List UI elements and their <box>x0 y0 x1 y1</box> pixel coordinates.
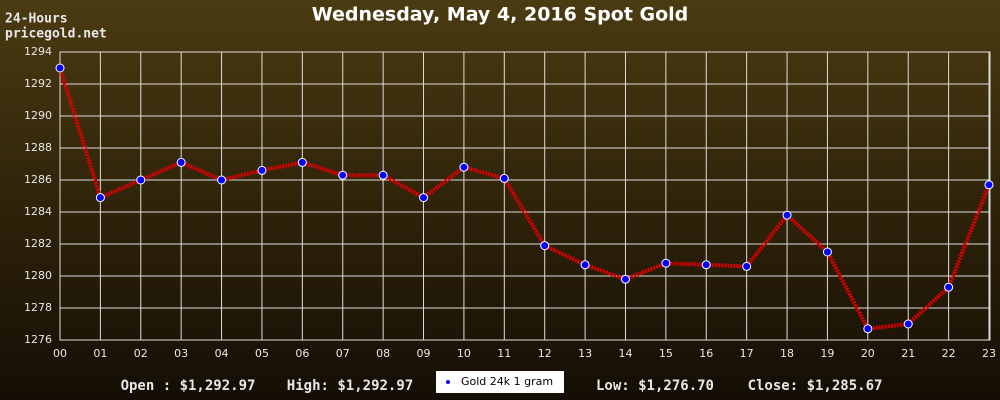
x-tick-label: 03 <box>174 347 188 360</box>
x-tick-label: 13 <box>578 347 592 360</box>
x-tick-label: 04 <box>215 347 229 360</box>
x-tick-label: 22 <box>942 347 956 360</box>
series-line <box>58 67 991 331</box>
x-tick-label: 06 <box>295 347 309 360</box>
y-tick-label: 1288 <box>24 141 52 154</box>
data-point <box>580 260 590 270</box>
x-tick-label: 09 <box>417 347 431 360</box>
data-point <box>95 193 105 203</box>
x-tick-label: 20 <box>861 347 875 360</box>
data-point <box>257 165 267 175</box>
y-tick-label: 1290 <box>24 109 52 122</box>
data-point <box>459 162 469 172</box>
y-tick-label: 1280 <box>24 269 52 282</box>
data-point <box>620 274 630 284</box>
x-tick-label: 21 <box>901 347 915 360</box>
data-point <box>822 247 832 257</box>
legend-label: Gold 24k 1 gram <box>461 375 553 388</box>
y-tick-label: 1282 <box>24 237 52 250</box>
x-tick-label: 02 <box>134 347 148 360</box>
x-tick-label: 18 <box>780 347 794 360</box>
stat-label: Low: $1,276.70 <box>596 378 714 394</box>
data-point <box>903 319 913 329</box>
y-tick-label: 1286 <box>24 173 52 186</box>
corner-label: 24-Hours <box>5 12 68 27</box>
stat-label: Open : $1,292.97 <box>121 378 256 394</box>
data-point <box>742 261 752 271</box>
x-tick-label: 05 <box>255 347 269 360</box>
x-tick-label: 08 <box>376 347 390 360</box>
legend <box>436 371 564 393</box>
x-tick-label: 01 <box>93 347 107 360</box>
y-tick-label: 1278 <box>24 301 52 314</box>
x-tick-label: 16 <box>699 347 713 360</box>
x-tick-label: 19 <box>820 347 834 360</box>
x-tick-label: 17 <box>740 347 754 360</box>
data-point <box>661 258 671 268</box>
data-point <box>217 175 227 185</box>
stat-label: Close: $1,285.67 <box>748 378 883 394</box>
data-point <box>782 210 792 220</box>
y-tick-label: 1292 <box>24 77 52 90</box>
legend-marker <box>446 380 450 384</box>
data-point <box>378 170 388 180</box>
x-tick-label: 14 <box>618 347 632 360</box>
y-tick-label: 1294 <box>24 45 52 58</box>
x-tick-label: 07 <box>336 347 350 360</box>
y-tick-label: 1276 <box>24 333 52 346</box>
data-point <box>136 175 146 185</box>
data-point <box>540 241 550 251</box>
data-point <box>297 157 307 167</box>
chart-title: Wednesday, May 4, 2016 Spot Gold <box>312 4 689 26</box>
x-tick-label: 00 <box>53 347 67 360</box>
stat-label: High: $1,292.97 <box>287 378 413 394</box>
data-point <box>176 157 186 167</box>
data-point <box>338 170 348 180</box>
x-tick-label: 23 <box>982 347 996 360</box>
data-point <box>499 173 509 183</box>
corner-label: pricegold.net <box>5 27 107 42</box>
data-point <box>419 193 429 203</box>
data-point <box>55 63 65 73</box>
data-point <box>701 260 711 270</box>
data-point <box>984 180 994 190</box>
x-tick-label: 11 <box>497 347 511 360</box>
data-point <box>863 324 873 334</box>
data-point <box>944 282 954 292</box>
x-tick-label: 10 <box>457 347 471 360</box>
y-tick-label: 1284 <box>24 205 52 218</box>
x-tick-label: 15 <box>659 347 673 360</box>
x-tick-label: 12 <box>538 347 552 360</box>
